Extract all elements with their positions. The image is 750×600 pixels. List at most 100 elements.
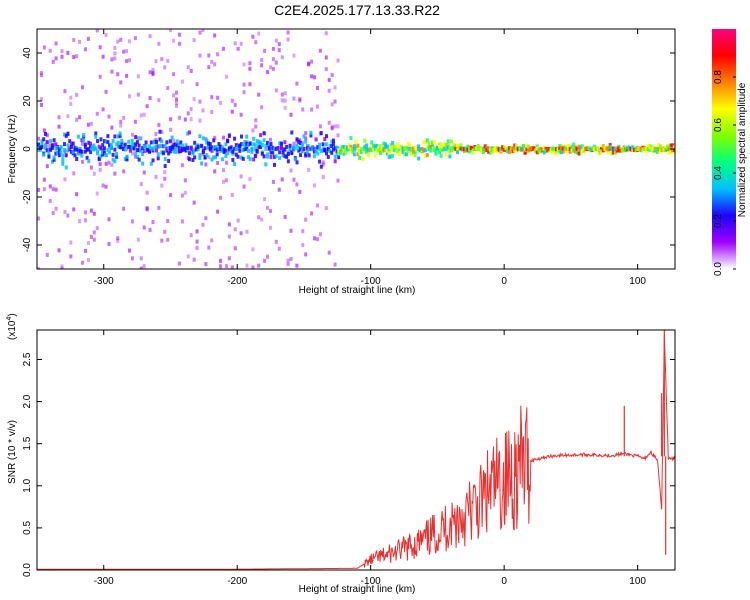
colorbar: 0.0 0.2 0.4 0.6 0.8 Normalized spectral ampl… <box>712 29 748 276</box>
heatmap-cell <box>227 133 231 138</box>
heatmap-cell <box>166 237 170 242</box>
heatmap-cell <box>605 146 609 151</box>
heatmap-cell <box>295 81 299 86</box>
heatmap-cell <box>130 142 134 147</box>
heatmap-cell <box>446 139 450 144</box>
snr-frame <box>36 329 676 571</box>
heatmap-cell <box>339 150 343 155</box>
heatmap-cell <box>149 140 153 145</box>
heatmap-cell <box>97 156 101 161</box>
heatmap-cell <box>210 157 214 162</box>
heatmap-cell <box>266 140 270 145</box>
heatmap-cell <box>372 147 376 152</box>
heatmap-cell <box>111 157 115 162</box>
heatmap-cell <box>168 149 172 154</box>
heatmap-cell <box>180 79 184 84</box>
heatmap-cell <box>75 192 79 197</box>
heatmap-cell <box>245 229 249 234</box>
heatmap-cell <box>272 154 276 159</box>
heatmap-cell <box>168 139 172 144</box>
heatmap-cell <box>95 29 99 33</box>
heatmap-cell <box>186 145 190 150</box>
heatmap-cell <box>318 232 322 237</box>
colorbar-scale <box>712 29 736 269</box>
heatmap-cell <box>158 144 162 149</box>
heatmap-cell <box>420 146 424 151</box>
heatmap-cell <box>487 149 491 154</box>
heatmap-cell <box>66 143 70 148</box>
heatmap-cell <box>60 49 64 54</box>
heatmap-cell <box>286 159 290 164</box>
heatmap-cell <box>264 146 268 151</box>
heatmap-cell <box>83 142 87 147</box>
heatmap-cell <box>133 119 137 124</box>
heatmap-cell <box>544 146 548 151</box>
heatmap-cell <box>201 108 205 113</box>
heatmap-cell <box>130 132 134 137</box>
heatmap-cell <box>655 147 659 152</box>
heatmap-cell <box>177 261 181 266</box>
heatmap-cell <box>497 147 501 152</box>
heatmap-cell <box>262 138 266 143</box>
heatmap-cell <box>39 73 43 78</box>
heatmap-cell <box>156 152 160 157</box>
heatmap-cell <box>345 145 349 150</box>
heatmap-cell <box>452 145 456 150</box>
heatmap-cell <box>122 143 126 148</box>
heatmap-cell <box>337 151 341 156</box>
heatmap-cell <box>97 144 101 149</box>
heatmap-cell <box>119 37 123 42</box>
heatmap-cell <box>251 34 255 39</box>
heatmap-cell <box>139 136 143 141</box>
heatmap-cell <box>108 150 112 155</box>
heatmap-cell <box>116 238 120 243</box>
heatmap-cell <box>184 148 188 153</box>
heatmap-cell <box>210 95 214 100</box>
heatmap-cell <box>92 171 96 176</box>
heatmap-cell <box>267 142 271 147</box>
heatmap-cell <box>219 258 223 263</box>
heatmap-cell <box>153 140 157 145</box>
heatmap-cell <box>443 142 447 147</box>
heatmap-cell <box>130 151 134 156</box>
heatmap-cell <box>425 153 429 158</box>
heatmap-cell <box>177 115 181 120</box>
heatmap-cell <box>192 200 196 205</box>
heatmap-cell <box>280 55 284 60</box>
heatmap-cell <box>384 142 388 147</box>
heatmap-cell <box>288 143 292 148</box>
heatmap-cell <box>391 153 395 158</box>
heatmap-cell <box>251 247 255 252</box>
heatmap-cell <box>106 147 110 152</box>
heatmap-cell <box>92 230 96 235</box>
heatmap-cell <box>327 77 331 82</box>
heatmap-cell <box>394 144 398 149</box>
heatmap-cell <box>324 206 328 211</box>
heatmap-cell <box>278 141 282 146</box>
heatmap-cell <box>274 38 278 43</box>
heatmap-cell <box>289 168 293 173</box>
heatmap-cell <box>107 242 111 247</box>
heatmap-cell <box>579 146 583 151</box>
heatmap-cell <box>201 222 205 227</box>
heatmap-cell <box>613 147 617 151</box>
heatmap-cell <box>539 146 543 151</box>
heatmap-cell <box>163 229 167 234</box>
heatmap-cell <box>195 82 199 87</box>
heatmap-cell <box>183 190 187 195</box>
heatmap-cell <box>359 149 363 154</box>
heatmap-cell <box>608 143 612 148</box>
heatmap-cell <box>448 146 452 151</box>
heatmap-cell <box>298 98 302 103</box>
heatmap-cell <box>57 248 61 253</box>
heatmap-cell <box>40 139 44 144</box>
heatmap-cell <box>292 177 296 182</box>
heatmap-cell <box>130 256 134 261</box>
heatmap-cell <box>657 143 661 148</box>
heatmap-cell <box>263 197 267 202</box>
heatmap-cell <box>233 227 237 232</box>
heatmap-cell <box>525 143 529 148</box>
heatmap-cell <box>547 146 551 151</box>
heatmap-cell <box>66 148 70 153</box>
heatmap-cell <box>351 150 355 155</box>
